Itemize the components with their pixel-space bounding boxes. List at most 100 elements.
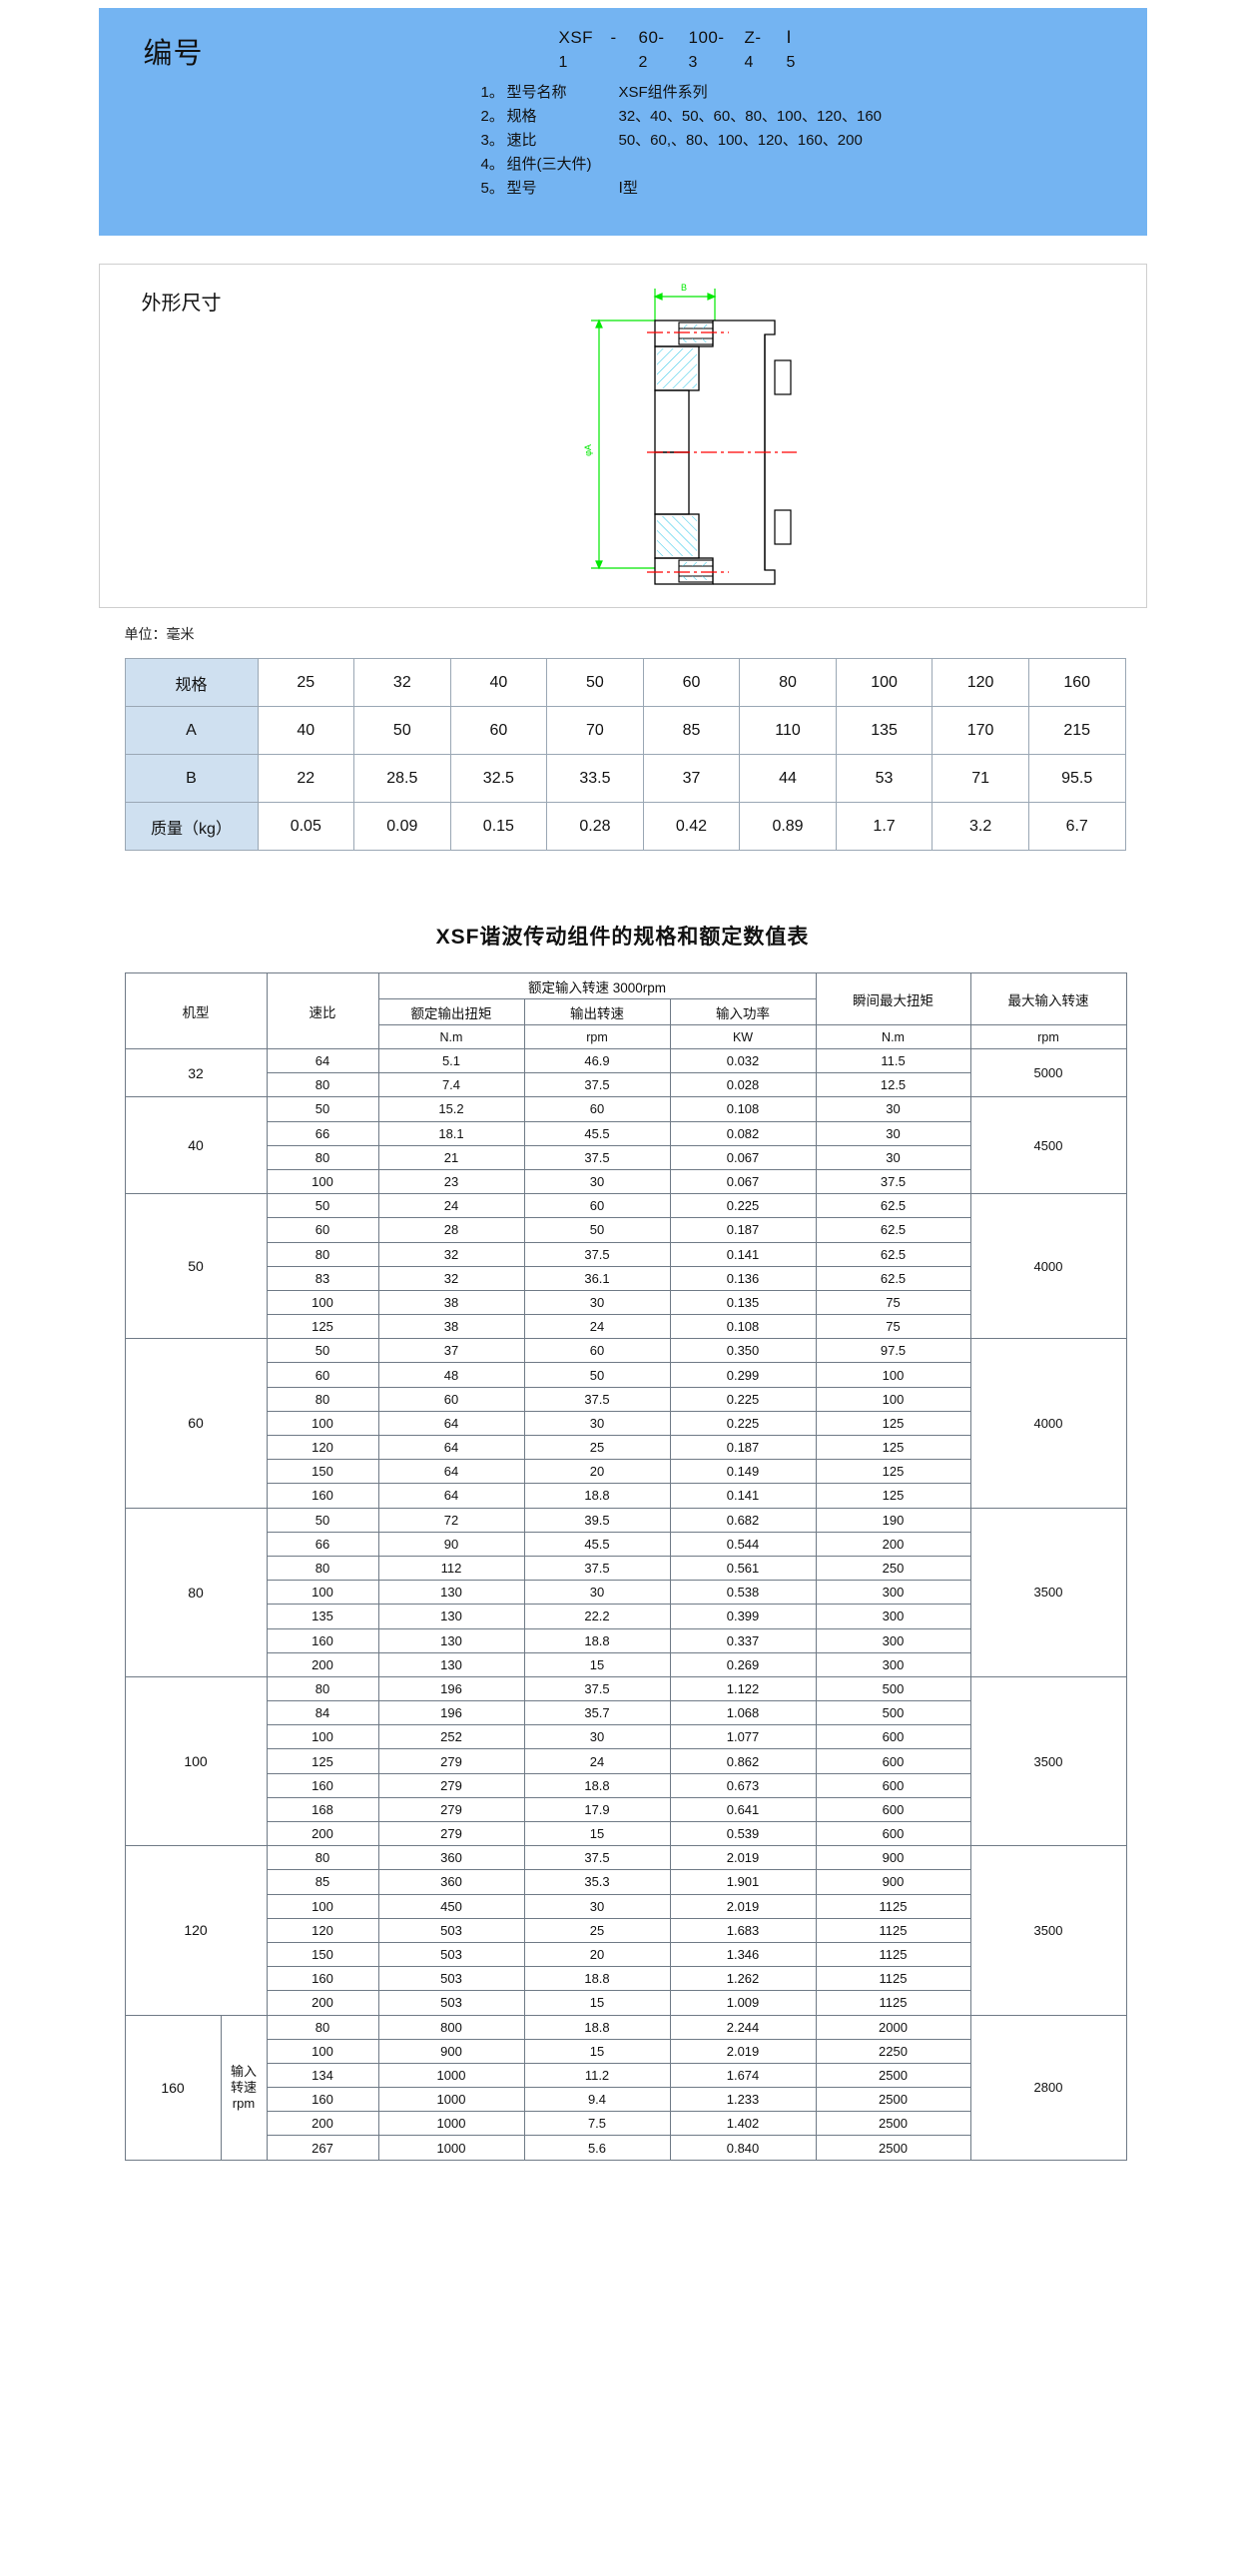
table-row: 84 196 35.7 1.068 500 (125, 1700, 1126, 1726)
unit-torque: N.m (377, 1024, 525, 1049)
cell-peak-torque: 62.5 (815, 1193, 971, 1219)
table-row: 66 90 45.5 0.544 200 (125, 1531, 1126, 1557)
rating-table-wrapper: 机型 速比 额定输入转速 3000rpm 瞬间最大扭矩 最大输入转速 额定输出扭… (99, 972, 1147, 2161)
table-row: 80 60 37.5 0.225 100 (125, 1386, 1126, 1412)
cell-peak-torque: 2500 (815, 2135, 971, 2161)
cell-rated-output-torque: 18.1 (377, 1120, 525, 1146)
cell-rated-output-torque: 37 (377, 1338, 525, 1364)
cell-output-speed: 15 (523, 1651, 671, 1677)
legend-value: 32、40、50、60、80、100、120、160 (618, 108, 883, 125)
cell-output-speed: 39.5 (523, 1507, 671, 1533)
cell-input-power: 1.262 (669, 1966, 817, 1992)
cell-output-speed: 17.9 (523, 1796, 671, 1823)
cell-peak-torque: 62.5 (815, 1217, 971, 1243)
cell-output-speed: 20 (523, 1941, 671, 1968)
cell-ratio: 50 (266, 1507, 379, 1533)
rating-table: 机型 速比 额定输入转速 3000rpm 瞬间最大扭矩 最大输入转速 额定输出扭… (124, 972, 1127, 2161)
cell-ratio: 80 (266, 1144, 379, 1170)
cell-ratio: 100 (266, 2038, 379, 2064)
rating-table-body: 32 64 5.1 46.9 0.032 11.5 5000 80 7.4 37.5 0.028 12… (124, 1047, 1127, 2161)
cell-output-speed: 18.8 (523, 1627, 671, 1653)
model-index-5: 5 (786, 54, 796, 71)
cell-input-power: 0.136 (669, 1265, 817, 1291)
model-part-2: 60- (638, 28, 665, 47)
cell-input-power: 1.402 (669, 2111, 817, 2137)
cell-output-speed: 60 (523, 1096, 671, 1122)
rating-table-head: 机型 速比 额定输入转速 3000rpm 瞬间最大扭矩 最大输入转速 额定输出扭… (124, 972, 1127, 1049)
cell-input-power: 1.122 (669, 1675, 817, 1702)
cell-max-input-speed: 5000 (969, 1047, 1127, 1098)
cell: 95.5 (1027, 754, 1126, 803)
cell-ratio: 83 (266, 1265, 379, 1291)
cell: 135 (835, 706, 934, 755)
cell-input-power: 0.561 (669, 1555, 817, 1582)
dimension-table-wrapper: 规格 25 32 40 50 60 80 100 120 160 A 40 50… (99, 658, 1147, 851)
table-row: 100 450 30 2.019 1125 (125, 1893, 1126, 1919)
cell-ratio: 64 (266, 1047, 379, 1074)
cell-peak-torque: 300 (815, 1627, 971, 1653)
cell-rated-output-torque: 28 (377, 1217, 525, 1243)
datasheet-page: 编号 XSF - 60- 100- Z- Ⅰ 1 2 3 4 5 1。 (0, 8, 1245, 2161)
cell-ratio: 50 (266, 1193, 379, 1219)
cell-input-power: 0.682 (669, 1507, 817, 1533)
cell-ratio: 80 (266, 1555, 379, 1582)
cell-input-power: 0.299 (669, 1362, 817, 1388)
cell-output-speed: 60 (523, 1338, 671, 1364)
cell-rated-output-torque: 130 (377, 1627, 525, 1653)
cell: 80 (739, 658, 837, 707)
unit-output-speed: rpm (523, 1024, 671, 1049)
unit-note: 单位：毫米 (124, 626, 195, 642)
table-row: 32 64 5.1 46.9 0.032 11.5 5000 (124, 1047, 1127, 1098)
cell-peak-torque: 37.5 (815, 1168, 971, 1195)
cell: 100 (835, 658, 934, 707)
cell-peak-torque: 125 (815, 1459, 971, 1485)
cell-rated-output-torque: 23 (377, 1168, 525, 1195)
model-part-5: Ⅰ (786, 28, 793, 47)
model-index-4: 4 (744, 54, 754, 71)
cell-rated-output-torque: 800 (377, 2014, 525, 2040)
cell: 40 (257, 706, 355, 755)
table-row: 150 503 20 1.346 1125 (125, 1941, 1126, 1968)
cell: 37 (642, 754, 741, 803)
cell-rated-output-torque: 130 (377, 1580, 525, 1606)
table-row: 160 503 18.8 1.262 1125 (125, 1966, 1126, 1992)
cell-peak-torque: 2500 (815, 2087, 971, 2113)
cell-rated-output-torque: 252 (377, 1724, 525, 1750)
cell-rated-output-torque: 360 (377, 1845, 525, 1871)
cell-rated-output-torque: 279 (377, 1796, 525, 1823)
cell-peak-torque: 1125 (815, 1990, 971, 2016)
cell-output-speed: 11.2 (523, 2062, 671, 2089)
cell-ratio: 150 (266, 1941, 379, 1968)
cell-peak-torque: 75 (815, 1289, 971, 1316)
code-legend-item: 2。 规格 32、40、50、60、80、100、120、160 (481, 105, 1140, 129)
cell-output-speed: 36.1 (523, 1265, 671, 1291)
row-label: 规格 (124, 658, 259, 707)
cell-ratio: 100 (266, 1580, 379, 1606)
cell-output-speed: 18.8 (523, 1966, 671, 1992)
cell-output-speed: 35.3 (523, 1869, 671, 1895)
cell-model: 80 (124, 1507, 268, 1677)
cell-rated-output-torque: 32 (377, 1241, 525, 1267)
cell-peak-torque: 2000 (815, 2014, 971, 2040)
cell-peak-torque: 190 (815, 1507, 971, 1533)
cell: 50 (353, 706, 451, 755)
cell: 50 (546, 658, 644, 707)
table-row: A 40 50 60 70 85 110 135 170 215 (124, 706, 1126, 755)
cell-output-speed: 37.5 (523, 1072, 671, 1098)
cell-model: 32 (124, 1047, 268, 1098)
cell-ratio: 66 (266, 1120, 379, 1146)
cell-ratio: 60 (266, 1217, 379, 1243)
cell-rated-output-torque: 38 (377, 1314, 525, 1340)
header-peak-torque: 瞬间最大扭矩 (815, 972, 971, 1025)
header-output-speed: 输出转速 (523, 998, 671, 1025)
legend-index: 1。 (480, 84, 504, 101)
cell: 0.28 (546, 802, 644, 851)
table-row: 168 279 17.9 0.641 600 (125, 1796, 1126, 1823)
cell-peak-torque: 11.5 (815, 1047, 971, 1074)
cell-rated-output-torque: 130 (377, 1651, 525, 1677)
cell-rated-output-torque: 64 (377, 1459, 525, 1485)
cell-output-speed: 20 (523, 1459, 671, 1485)
row-label: 质量（kg） (124, 802, 259, 851)
cell-peak-torque: 600 (815, 1748, 971, 1774)
cell-rated-output-torque: 1000 (377, 2135, 525, 2161)
